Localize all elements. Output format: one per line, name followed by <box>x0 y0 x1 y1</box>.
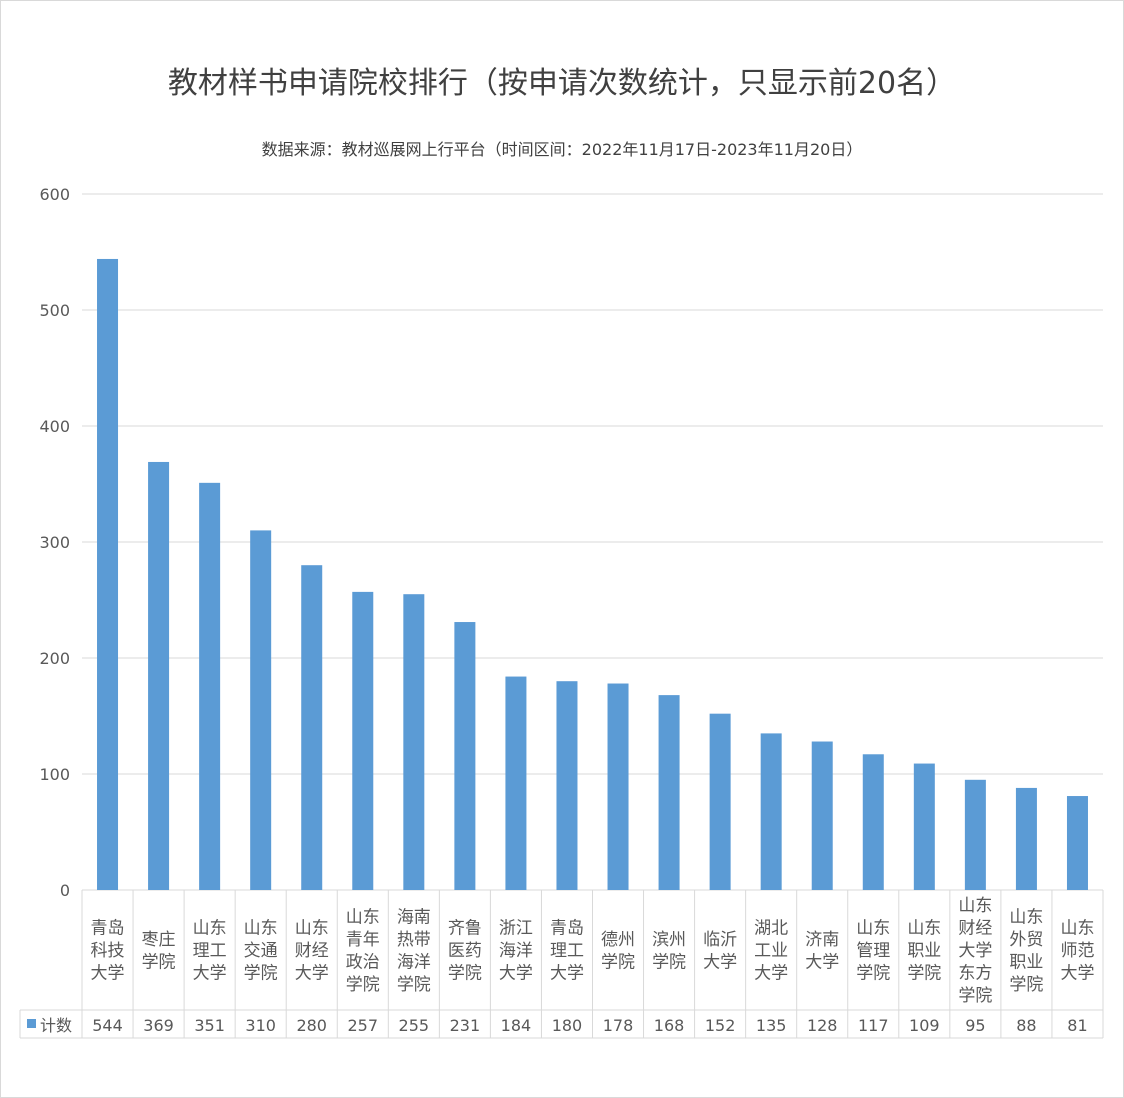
category-label: 济南大学 <box>805 930 839 973</box>
bar <box>862 754 884 890</box>
data-value-label: 95 <box>965 1016 985 1035</box>
category-label: 青岛理工大学 <box>550 919 584 984</box>
data-value-label: 135 <box>756 1016 787 1035</box>
bar <box>913 763 935 890</box>
legend-label: 计数 <box>40 1016 72 1035</box>
data-value-label: 544 <box>92 1016 123 1035</box>
bar <box>454 622 476 890</box>
data-value-label: 257 <box>348 1016 379 1035</box>
bar <box>199 482 221 890</box>
chart-title: 教材样书申请院校排行（按申请次数统计，只显示前20名） <box>167 66 957 101</box>
category-label: 德州学院 <box>601 930 635 973</box>
category-label: 山东职业学院 <box>907 919 941 984</box>
category-label: 青岛科技大学 <box>91 919 125 984</box>
data-value-label: 369 <box>143 1016 174 1035</box>
category-label: 湖北工业大学 <box>754 919 788 984</box>
bar <box>250 530 272 890</box>
bar <box>1066 796 1088 890</box>
legend-swatch <box>27 1019 36 1028</box>
data-value-label: 109 <box>909 1016 940 1035</box>
bar <box>403 594 425 890</box>
y-tick-label: 100 <box>39 765 70 784</box>
data-value-label: 88 <box>1016 1016 1036 1035</box>
data-value-label: 128 <box>807 1016 838 1035</box>
y-tick-label: 500 <box>39 301 70 320</box>
data-value-label: 184 <box>501 1016 532 1035</box>
category-label: 山东财经大学 <box>295 919 329 984</box>
category-label: 山东理工大学 <box>193 919 227 984</box>
bar <box>556 681 578 890</box>
category-label: 山东师范大学 <box>1060 919 1094 984</box>
data-value-label: 117 <box>858 1016 889 1035</box>
bar <box>1015 787 1037 890</box>
data-value-label: 152 <box>705 1016 736 1035</box>
bar <box>658 695 680 890</box>
category-label: 浙江海洋大学 <box>499 919 533 984</box>
category-label: 山东青年政治学院 <box>346 907 380 995</box>
category-label: 临沂大学 <box>703 930 737 973</box>
bar <box>301 565 323 890</box>
y-tick-label: 600 <box>39 185 70 204</box>
bar <box>964 779 986 890</box>
data-value-label: 81 <box>1067 1016 1087 1035</box>
y-tick-label: 200 <box>39 649 70 668</box>
category-label: 山东管理学院 <box>856 919 890 984</box>
bar <box>709 713 731 890</box>
bar <box>148 461 170 890</box>
data-value-label: 280 <box>296 1016 327 1035</box>
y-tick-label: 400 <box>39 417 70 436</box>
bar <box>760 733 782 890</box>
bar <box>811 741 833 890</box>
data-value-label: 255 <box>399 1016 430 1035</box>
y-tick-label: 300 <box>39 533 70 552</box>
data-value-label: 351 <box>194 1016 225 1035</box>
chart-subtitle: 数据来源：教材巡展网上行平台（时间区间：2022年11月17日-2023年11月… <box>261 140 863 159</box>
category-label: 海南热带海洋学院 <box>397 907 431 995</box>
data-value-label: 231 <box>450 1016 481 1035</box>
category-label: 山东财经大学东方学院 <box>958 896 992 1006</box>
data-value-label: 180 <box>552 1016 583 1035</box>
data-value-label: 168 <box>654 1016 685 1035</box>
bar <box>97 258 119 891</box>
category-label: 枣庄学院 <box>142 930 176 973</box>
category-label: 山东外贸职业学院 <box>1009 907 1043 995</box>
category-label: 山东交通学院 <box>244 919 278 984</box>
category-label: 滨州学院 <box>652 930 686 973</box>
data-value-label: 178 <box>603 1016 634 1035</box>
bar <box>352 591 374 890</box>
category-label: 齐鲁医药学院 <box>448 919 482 984</box>
bar <box>505 676 527 890</box>
data-value-label: 310 <box>245 1016 276 1035</box>
y-tick-label: 0 <box>60 881 70 900</box>
bar <box>607 683 629 890</box>
